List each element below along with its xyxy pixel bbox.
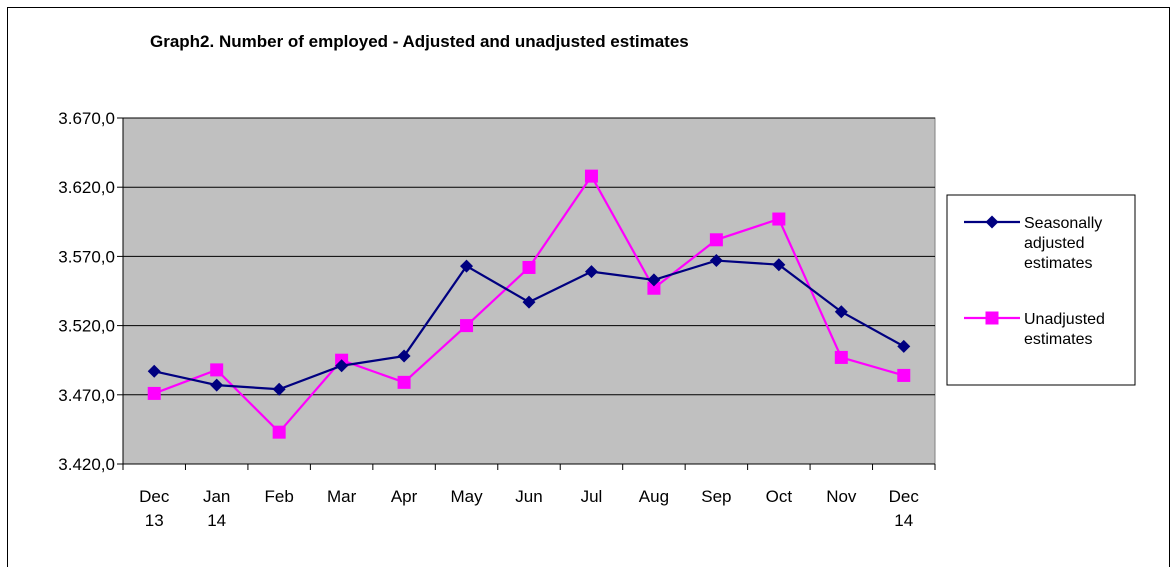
chart-frame [7,7,1170,567]
data-point [709,254,723,268]
data-point [834,305,848,319]
data-point [772,212,786,226]
data-point [147,364,161,378]
legend: Seasonally adjusted estimates Unadjusted est… [946,194,1136,386]
y-tick-label: 3.470,0 [58,386,115,405]
legend-label: Seasonally adjusted estimates [1024,215,1102,272]
x-tick-label: Oct [766,487,793,506]
data-point [522,260,536,274]
y-tick-label: 3.620,0 [58,178,115,197]
series-unadjusted [147,169,911,439]
x-tick-label: May [450,487,483,506]
x-tick-label: Jan 14 [203,487,230,530]
data-point [147,386,161,400]
x-tick-label: Dec 13 [139,487,170,530]
data-point [210,378,224,392]
x-tick-label: Jun [515,487,542,506]
axes: 3.420,0 3.470,0 3.520,0 3.570,0 3.620,0 3.670… [58,109,936,530]
legend-marker [985,215,999,229]
data-point [210,363,224,377]
legend-marker [985,311,999,325]
data-point [647,273,661,287]
data-point [834,350,848,364]
x-tick-label: Aug [639,487,669,506]
x-tick-label: Sep [701,487,731,506]
x-tick-label: Feb [265,487,294,506]
data-point [522,295,536,309]
x-tick-label: Jul [581,487,603,506]
data-point [460,319,474,333]
data-point [272,382,286,396]
data-point [460,259,474,273]
data-point [772,258,786,272]
x-tick-label: Mar [327,487,357,506]
data-point [272,425,286,439]
legend-box [946,194,1136,386]
series-layer [147,169,911,439]
gridlines [123,117,935,396]
x-tick-label: Dec 14 [889,487,920,530]
x-tick-label: Nov [826,487,857,506]
data-point [335,359,349,373]
series-seasonally-adjusted [147,254,911,396]
y-tick-label: 3.570,0 [58,247,115,266]
data-point [397,349,411,363]
data-point [647,281,661,295]
chart-title: Graph2. Number of employed - Adjusted an… [150,32,689,51]
y-tick-label: 3.670,0 [58,109,115,128]
x-tick-label: Apr [391,487,418,506]
data-point [897,368,911,382]
data-point [709,233,723,247]
legend-label: Unadjusted estimates [1024,311,1105,348]
data-point [897,339,911,353]
legend-entry: Seasonally adjusted estimates [964,215,1102,272]
y-tick-label: 3.520,0 [58,317,115,336]
data-point [584,169,598,183]
data-point [397,375,411,389]
data-point [584,265,598,279]
legend-entry: Unadjusted estimates [964,311,1105,348]
y-tick-label: 3.420,0 [58,455,115,474]
